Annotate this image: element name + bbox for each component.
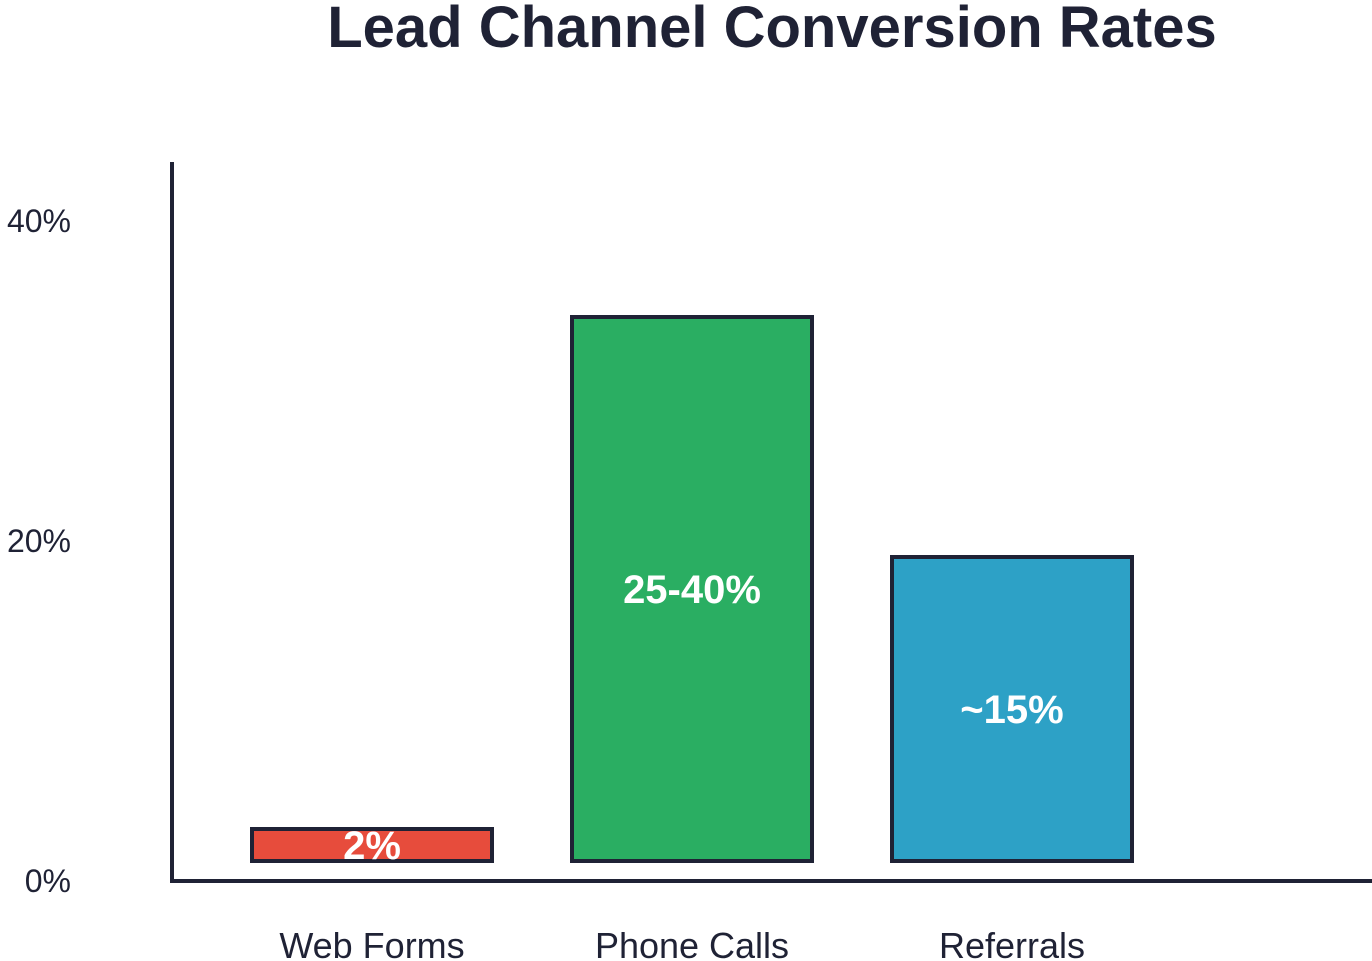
bar-data-label: 2% [343,824,401,868]
x-tick-label: Phone Calls [595,925,789,961]
y-tick-label: 40% [7,203,71,239]
y-axis-ticks: 0% 20% 40% [7,203,71,899]
bar [250,827,494,863]
bar [890,555,1134,863]
y-tick-label: 20% [7,523,71,559]
bar-data-labels: 2% 25-40% ~15% [343,568,1064,868]
bar-data-label: ~15% [960,688,1063,732]
bars [250,315,1134,863]
chart-title: Lead Channel Conversion Rates [327,0,1217,60]
bar [570,315,814,863]
x-tick-label: Referrals [939,925,1085,961]
y-tick-label: 0% [25,863,71,899]
x-tick-label: Web Forms [279,925,464,961]
x-axis-category-labels: Web Forms Phone Calls Referrals [279,925,1085,961]
bar-data-label: 25-40% [623,568,761,612]
